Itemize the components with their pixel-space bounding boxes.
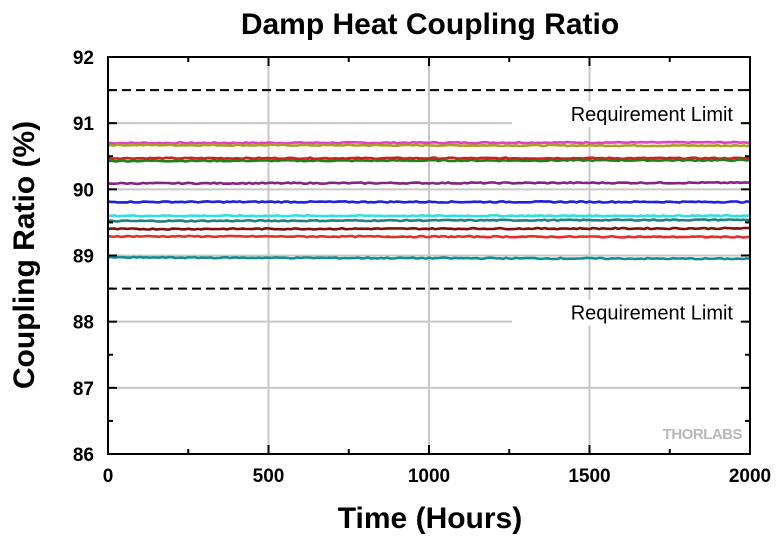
requirement-limit-label: Requirement Limit <box>571 303 734 325</box>
requirement-limit-label: Requirement Limit <box>571 104 734 126</box>
y-tick-label: 87 <box>73 379 94 400</box>
axis-ticks <box>107 56 751 455</box>
thorlabs-watermark: THORLABS <box>663 426 743 443</box>
y-axis-label: Coupling Ratio (%) <box>8 121 41 389</box>
series-line <box>107 234 751 239</box>
x-tick-label: 500 <box>253 466 285 487</box>
series-line <box>107 156 751 161</box>
y-tick-label: 89 <box>73 247 94 268</box>
data-series <box>107 140 751 261</box>
x-tick-labels: 0 500 1000 1500 2000 <box>103 466 771 487</box>
x-axis-label: Time (Hours) <box>338 502 522 535</box>
series-line <box>107 143 751 148</box>
series-line <box>107 158 751 163</box>
x-tick-label: 1000 <box>408 466 450 487</box>
y-tick-label: 90 <box>73 180 94 201</box>
y-tick-label: 91 <box>73 114 95 135</box>
chart-title: Damp Heat Coupling Ratio <box>241 8 619 41</box>
x-tick-label: 2000 <box>729 466 771 487</box>
x-tick-label: 0 <box>103 466 114 487</box>
series-line <box>107 140 751 145</box>
series-line <box>107 199 751 204</box>
y-tick-label: 86 <box>73 445 94 466</box>
series-line <box>107 180 751 186</box>
y-tick-label: 88 <box>73 313 94 334</box>
y-tick-label: 92 <box>73 48 94 69</box>
series-line <box>107 255 751 261</box>
requirement-limits: Requirement Limit Requirement Limit <box>108 89 750 326</box>
requirement-limit-label-bg <box>512 299 740 326</box>
requirement-limit-label-bg <box>512 101 740 128</box>
y-tick-labels: 86 87 88 89 90 91 92 <box>73 48 95 466</box>
series-line <box>107 213 750 218</box>
series-line <box>107 226 751 231</box>
x-tick-label: 1500 <box>568 466 610 487</box>
series-line <box>107 217 751 223</box>
